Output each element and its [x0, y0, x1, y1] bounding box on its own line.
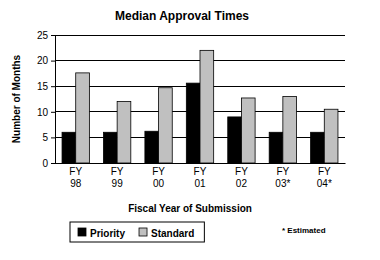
tick-mark — [51, 112, 55, 113]
grid — [55, 35, 345, 163]
title: Median Approval Times — [115, 9, 249, 23]
legend-label: Standard — [151, 228, 194, 239]
axis-line — [51, 36, 56, 164]
tick: FY00 — [152, 163, 165, 189]
bar — [62, 132, 76, 163]
y-axis: 0 5 10 15 20 25 — [37, 30, 56, 169]
bar — [117, 102, 131, 163]
tick-label: 20 — [37, 55, 49, 66]
tick: FY03* — [275, 163, 290, 189]
tick: FY01 — [194, 163, 207, 189]
tick-label: FY00 — [152, 166, 165, 189]
x-axis: FY98 FY99 FY00 FY01 FY02 FY03* FY04* — [56, 163, 346, 189]
bar — [241, 98, 255, 163]
bars — [62, 50, 338, 163]
tick-label: 15 — [37, 81, 49, 92]
bar — [311, 132, 325, 163]
tick-mark — [51, 35, 55, 36]
axis-line — [56, 163, 346, 164]
legend-box — [70, 222, 204, 242]
tick: FY04* — [317, 163, 332, 189]
tick-label: FY01 — [194, 166, 207, 189]
bar — [159, 88, 173, 163]
bar — [269, 132, 283, 163]
tick-label: 25 — [37, 30, 49, 41]
bar — [76, 73, 90, 163]
tick: 0 — [42, 158, 55, 169]
axis-title: Number of Months — [11, 54, 22, 143]
tick-label: 0 — [42, 158, 48, 169]
tick-label: FY04* — [317, 166, 332, 189]
legend-label: Priority — [90, 228, 125, 239]
bar — [186, 83, 200, 163]
tick-label: FY98 — [69, 166, 82, 189]
tick-mark — [51, 163, 55, 164]
tick-label: 5 — [42, 132, 48, 143]
bar — [228, 117, 242, 163]
tick-label: FY03* — [275, 166, 290, 189]
bar — [324, 109, 338, 163]
axis-title: Fiscal Year of Submission — [128, 203, 252, 214]
tick-mark — [51, 137, 55, 138]
tick: 5 — [42, 132, 55, 143]
tick: FY98 — [69, 163, 82, 189]
tick-label: FY02 — [235, 166, 248, 189]
tick: FY02 — [235, 163, 248, 189]
bar — [103, 132, 117, 163]
tick: FY99 — [111, 163, 124, 189]
chart: Median Approval Times0510152025FY98FY99F… — [0, 0, 380, 260]
tick: 10 — [37, 107, 55, 118]
annotation: * Estimated — [282, 226, 326, 235]
tick: 20 — [37, 55, 55, 66]
tick-label: 10 — [37, 107, 49, 118]
grid-line — [55, 35, 345, 36]
legend-swatch — [139, 228, 147, 236]
bar — [283, 96, 297, 163]
tick: 25 — [37, 30, 55, 41]
tick-label: FY99 — [111, 166, 124, 189]
legend-swatch — [78, 228, 86, 236]
tick: 15 — [37, 81, 55, 92]
bar — [200, 50, 214, 163]
tick-mark — [51, 61, 55, 62]
tick-mark — [51, 86, 55, 87]
bar — [145, 131, 159, 163]
legend: Priority Standard — [70, 222, 204, 242]
